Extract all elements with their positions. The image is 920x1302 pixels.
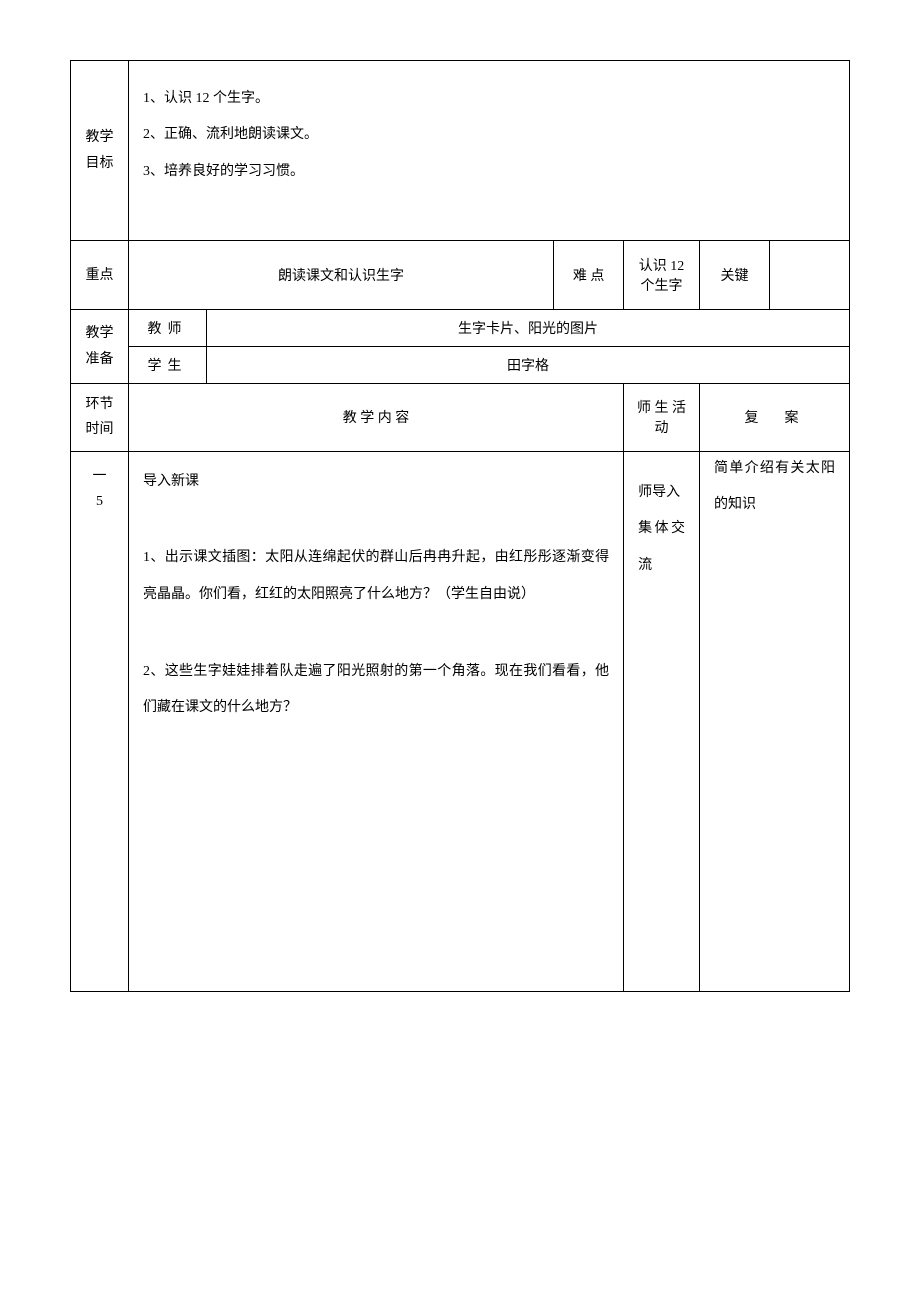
activity-line-1: 师导入 — [638, 475, 685, 511]
goals-row: 教学目标 1、认识 12 个生字。 2、正确、流利地朗读课文。 3、培养良好的学… — [71, 61, 850, 241]
difficulty-label: 难 点 — [554, 241, 624, 310]
prep-student-row: 学生 田字格 — [71, 347, 850, 384]
phase-num: 一 — [81, 464, 118, 489]
activities-label: 师 生 活 动 — [624, 384, 700, 451]
key-row: 重点 朗读课文和认识生字 难 点 认识 12 个生字 关键 — [71, 241, 850, 310]
critical-label: 关键 — [700, 241, 770, 310]
teacher-value: 生字卡片、阳光的图片 — [207, 310, 850, 347]
activity-line-2: 集体交流 — [638, 511, 685, 584]
content-heading: 导入新课 — [143, 464, 609, 500]
body-row: 一 5 导入新课 1、出示课文插图：太阳从连绵起伏的群山后冉冉升起，由红彤彤逐渐… — [71, 451, 850, 991]
lesson-plan-table: 教学目标 1、认识 12 个生字。 2、正确、流利地朗读课文。 3、培养良好的学… — [70, 60, 850, 992]
key-point-label: 重点 — [71, 241, 129, 310]
prep-teacher-row: 教学准备 教师 生字卡片、阳光的图片 — [71, 310, 850, 347]
revision-text: 简单介绍有关太阳的知识 — [714, 451, 835, 524]
preparation-label: 教学准备 — [71, 310, 129, 384]
phase-time: 5 — [81, 489, 118, 514]
student-label: 学生 — [129, 347, 207, 384]
teacher-label: 教师 — [129, 310, 207, 347]
revision-label: 复 案 — [700, 384, 850, 451]
phase-cell: 一 5 — [71, 451, 129, 991]
section-header-row: 环节时间 教 学 内 容 师 生 活 动 复 案 — [71, 384, 850, 451]
phase-time-label: 环节时间 — [71, 384, 129, 451]
critical-value — [770, 241, 850, 310]
teaching-content-cell: 导入新课 1、出示课文插图：太阳从连绵起伏的群山后冉冉升起，由红彤彤逐渐变得亮晶… — [129, 451, 624, 991]
goal-item-1: 1、认识 12 个生字。 — [143, 81, 835, 117]
goals-label-text: 教学目标 — [86, 130, 114, 170]
goals-content: 1、认识 12 个生字。 2、正确、流利地朗读课文。 3、培养良好的学习习惯。 — [129, 61, 850, 241]
difficulty-value: 认识 12 个生字 — [624, 241, 700, 310]
goal-item-3: 3、培养良好的学习习惯。 — [143, 154, 835, 190]
teaching-content-label: 教 学 内 容 — [129, 384, 624, 451]
goals-label: 教学目标 — [71, 61, 129, 241]
content-para-1: 1、出示课文插图：太阳从连绵起伏的群山后冉冉升起，由红彤彤逐渐变得亮晶晶。你们看… — [143, 540, 609, 613]
goal-item-2: 2、正确、流利地朗读课文。 — [143, 117, 835, 153]
student-value: 田字格 — [207, 347, 850, 384]
activities-cell: 师导入 集体交流 — [624, 451, 700, 991]
revision-cell: 简单介绍有关太阳的知识 — [700, 451, 850, 991]
content-para-2: 2、这些生字娃娃排着队走遍了阳光照射的第一个角落。现在我们看看，他们藏在课文的什… — [143, 654, 609, 727]
phase-time-text: 环节时间 — [86, 397, 114, 437]
preparation-label-text: 教学准备 — [86, 326, 114, 366]
key-point-value: 朗读课文和认识生字 — [129, 241, 554, 310]
